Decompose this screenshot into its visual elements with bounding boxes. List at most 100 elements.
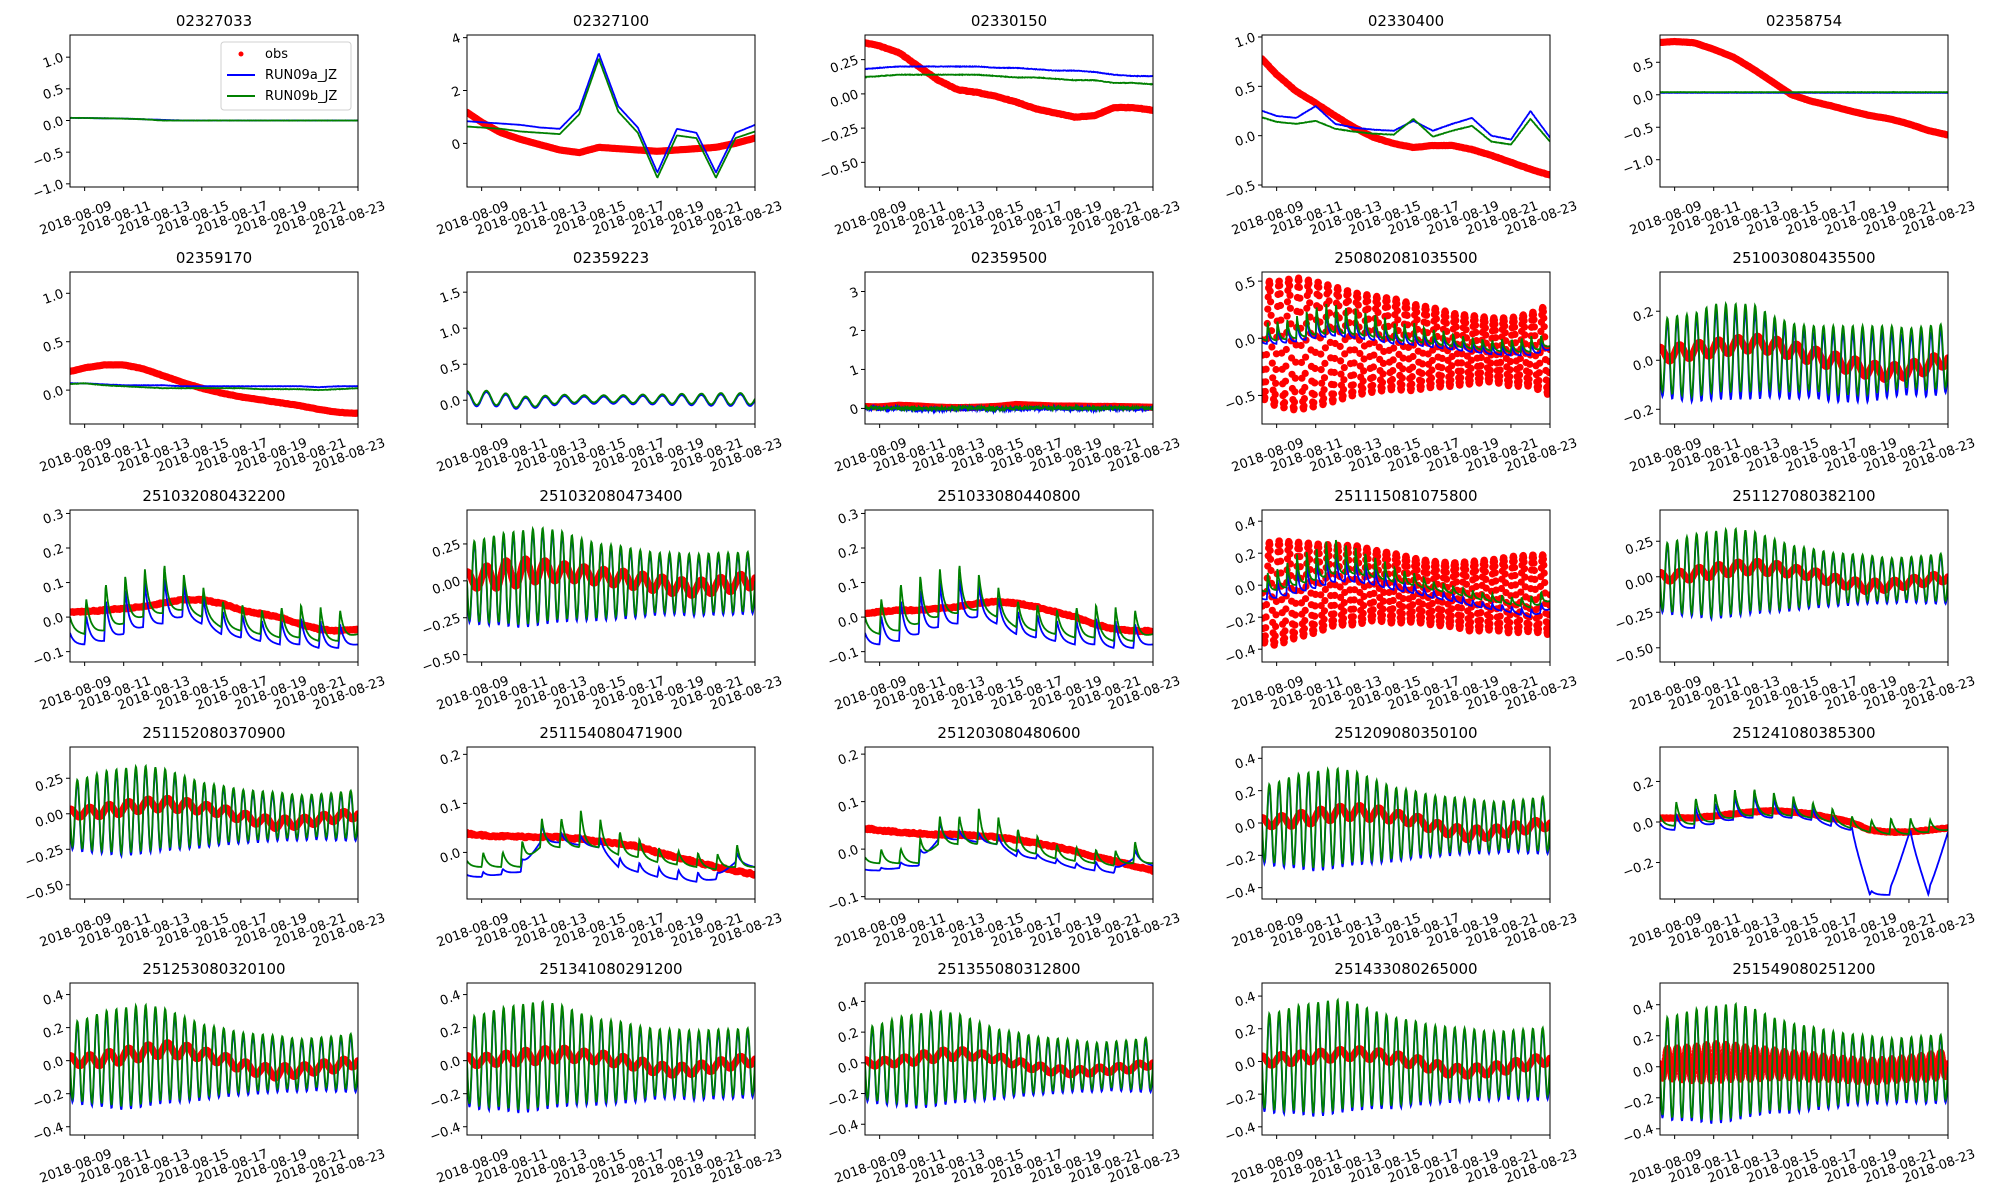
obs-point bbox=[1301, 606, 1309, 615]
obs-point bbox=[1393, 559, 1401, 567]
y-tick-label: −0.2 bbox=[1223, 611, 1258, 636]
obs-point bbox=[1511, 330, 1519, 338]
obs-point bbox=[1310, 626, 1318, 635]
series-run09b bbox=[1262, 303, 1550, 353]
obs-point bbox=[1442, 563, 1450, 571]
obs-point bbox=[1286, 291, 1294, 299]
obs-point bbox=[1373, 295, 1381, 303]
axes-frame bbox=[864, 509, 1154, 663]
obs-point bbox=[1427, 613, 1436, 621]
obs-point bbox=[1271, 632, 1279, 640]
obs-point bbox=[1418, 369, 1426, 377]
obs-point bbox=[1545, 611, 1550, 619]
subplot-title: 02359170 bbox=[176, 249, 252, 267]
y-tick-label: 0.0 bbox=[41, 611, 66, 632]
axes-frame bbox=[1261, 509, 1551, 663]
series-run09a bbox=[865, 65, 1153, 78]
obs-point bbox=[1501, 570, 1509, 578]
obs-point bbox=[1409, 363, 1417, 371]
obs-point bbox=[1540, 323, 1548, 331]
obs-point bbox=[1390, 344, 1398, 352]
y-tick-label: −0.50 bbox=[420, 648, 463, 676]
obs-point bbox=[1525, 375, 1533, 383]
plot-area bbox=[70, 565, 358, 649]
obs-point bbox=[1317, 366, 1325, 374]
obs-point bbox=[1466, 376, 1474, 385]
obs-point bbox=[1546, 591, 1550, 599]
subplot-title: 251033080440800 bbox=[937, 487, 1080, 505]
obs-point bbox=[1525, 620, 1533, 628]
obs-point bbox=[1544, 625, 1550, 633]
obs-point bbox=[1437, 378, 1445, 386]
series-obs bbox=[1262, 274, 1550, 414]
obs-point bbox=[1413, 316, 1421, 324]
obs-point bbox=[1418, 607, 1426, 615]
axes-frame bbox=[1659, 271, 1949, 425]
y-tick-label: 2 bbox=[848, 324, 861, 341]
y-tick-label: −1.0 bbox=[31, 177, 66, 202]
obs-point bbox=[1472, 328, 1480, 336]
obs-point bbox=[1379, 605, 1387, 613]
obs-point bbox=[1311, 612, 1319, 620]
subplot-02327033: 02327033−1.0−0.50.00.51.02018-08-092018-… bbox=[31, 12, 387, 239]
obs-point bbox=[1476, 374, 1484, 382]
obs-point bbox=[1409, 601, 1417, 609]
subplot-title: 02359500 bbox=[971, 249, 1047, 267]
obs-point bbox=[1506, 611, 1514, 619]
obs-point bbox=[1467, 618, 1475, 626]
obs-point bbox=[1418, 613, 1426, 621]
plot-area bbox=[1660, 37, 1948, 139]
obs-point bbox=[1443, 327, 1451, 335]
obs-point bbox=[1305, 287, 1313, 295]
obs-point bbox=[1290, 404, 1298, 412]
obs-point bbox=[1506, 358, 1515, 366]
obs-point bbox=[1462, 572, 1470, 580]
obs-point bbox=[1276, 290, 1284, 298]
obs-point bbox=[1500, 557, 1508, 565]
obs-point bbox=[1276, 281, 1284, 289]
obs-point bbox=[1442, 568, 1450, 577]
obs-point bbox=[1378, 611, 1387, 619]
axes-frame bbox=[864, 271, 1154, 425]
obs-point bbox=[1374, 300, 1382, 308]
obs-point bbox=[1530, 323, 1538, 331]
obs-point bbox=[1297, 587, 1305, 595]
obs-point bbox=[1369, 381, 1377, 389]
obs-point bbox=[1306, 299, 1314, 307]
obs-point bbox=[1379, 597, 1387, 605]
obs-point bbox=[1329, 396, 1337, 404]
obs-point bbox=[1487, 359, 1495, 367]
obs-point bbox=[1264, 305, 1272, 313]
obs-point bbox=[1544, 385, 1550, 393]
obs-point bbox=[1389, 596, 1397, 605]
y-tick-label: 0.5 bbox=[1233, 275, 1258, 296]
obs-point bbox=[1481, 324, 1489, 332]
axes-frame bbox=[1261, 271, 1551, 425]
obs-point bbox=[1477, 609, 1485, 617]
obs-point bbox=[1506, 366, 1514, 374]
obs-point bbox=[1334, 292, 1343, 300]
obs-point bbox=[1412, 303, 1420, 311]
series-obs bbox=[1262, 55, 1550, 179]
y-tick-label: −0.5 bbox=[1621, 121, 1656, 146]
y-tick-label: 0.1 bbox=[41, 576, 66, 597]
obs-point bbox=[1388, 382, 1396, 390]
obs-point bbox=[1540, 569, 1548, 577]
obs-point bbox=[1286, 543, 1294, 551]
subplot-02330150: 02330150−0.50−0.250.000.252018-08-092018… bbox=[818, 12, 1182, 239]
obs-point bbox=[1349, 618, 1357, 626]
obs-point bbox=[751, 574, 755, 582]
obs-point bbox=[1285, 276, 1293, 284]
obs-point bbox=[1301, 369, 1309, 377]
obs-point bbox=[1337, 357, 1345, 365]
obs-point bbox=[1290, 398, 1299, 406]
y-tick-label: 1.0 bbox=[1233, 30, 1258, 51]
obs-point bbox=[1292, 358, 1300, 366]
subplot-02330400: 02330400−0.50.00.51.02018-08-092018-08-1… bbox=[1223, 12, 1579, 239]
obs-point bbox=[1516, 371, 1524, 379]
obs-point bbox=[1423, 319, 1431, 327]
obs-point bbox=[1346, 332, 1354, 340]
obs-point bbox=[1302, 595, 1310, 603]
subplot-title: 02359223 bbox=[573, 249, 649, 267]
obs-point bbox=[1310, 621, 1318, 629]
